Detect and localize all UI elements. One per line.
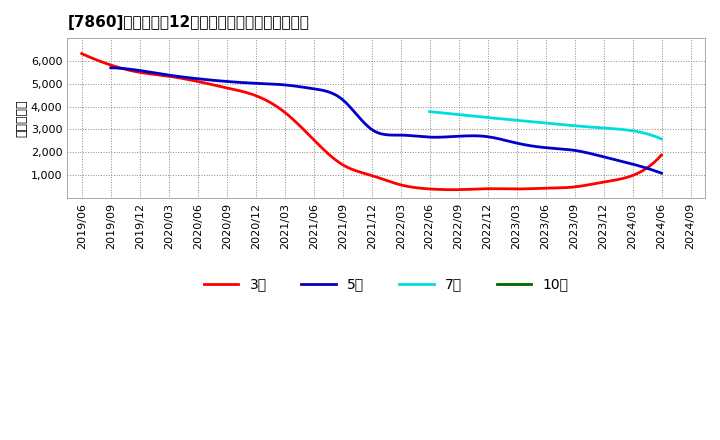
- 5年: [571, 148, 580, 153]
- 7年: [426, 109, 434, 114]
- 3年: [78, 51, 86, 56]
- 5年: [433, 135, 441, 140]
- 3年: [420, 186, 429, 191]
- 3年: [79, 52, 88, 57]
- 5年: [606, 156, 614, 161]
- 7年: [621, 127, 629, 132]
- 7年: [657, 136, 666, 142]
- 5年: [107, 65, 115, 70]
- Line: 5年: 5年: [111, 68, 662, 173]
- 7年: [562, 122, 571, 128]
- 3年: [448, 187, 456, 192]
- Text: [7860]　経常利益12か月移動合計の平均値の推移: [7860] 経常利益12か月移動合計の平均値の推移: [67, 15, 309, 30]
- Line: 3年: 3年: [82, 54, 662, 190]
- 7年: [636, 129, 644, 135]
- Y-axis label: （百万円）: （百万円）: [15, 99, 28, 137]
- 5年: [434, 135, 443, 140]
- 3年: [657, 152, 666, 158]
- 5年: [444, 134, 452, 139]
- 5年: [657, 171, 666, 176]
- 3年: [423, 186, 431, 191]
- 3年: [432, 187, 441, 192]
- 5年: [108, 65, 117, 70]
- Line: 7年: 7年: [430, 112, 662, 139]
- 3年: [605, 179, 613, 184]
- 7年: [426, 109, 435, 114]
- 7年: [567, 123, 576, 128]
- 7年: [563, 122, 572, 128]
- Legend: 3年, 5年, 7年, 10年: 3年, 5年, 7年, 10年: [198, 272, 574, 297]
- 3年: [568, 184, 577, 190]
